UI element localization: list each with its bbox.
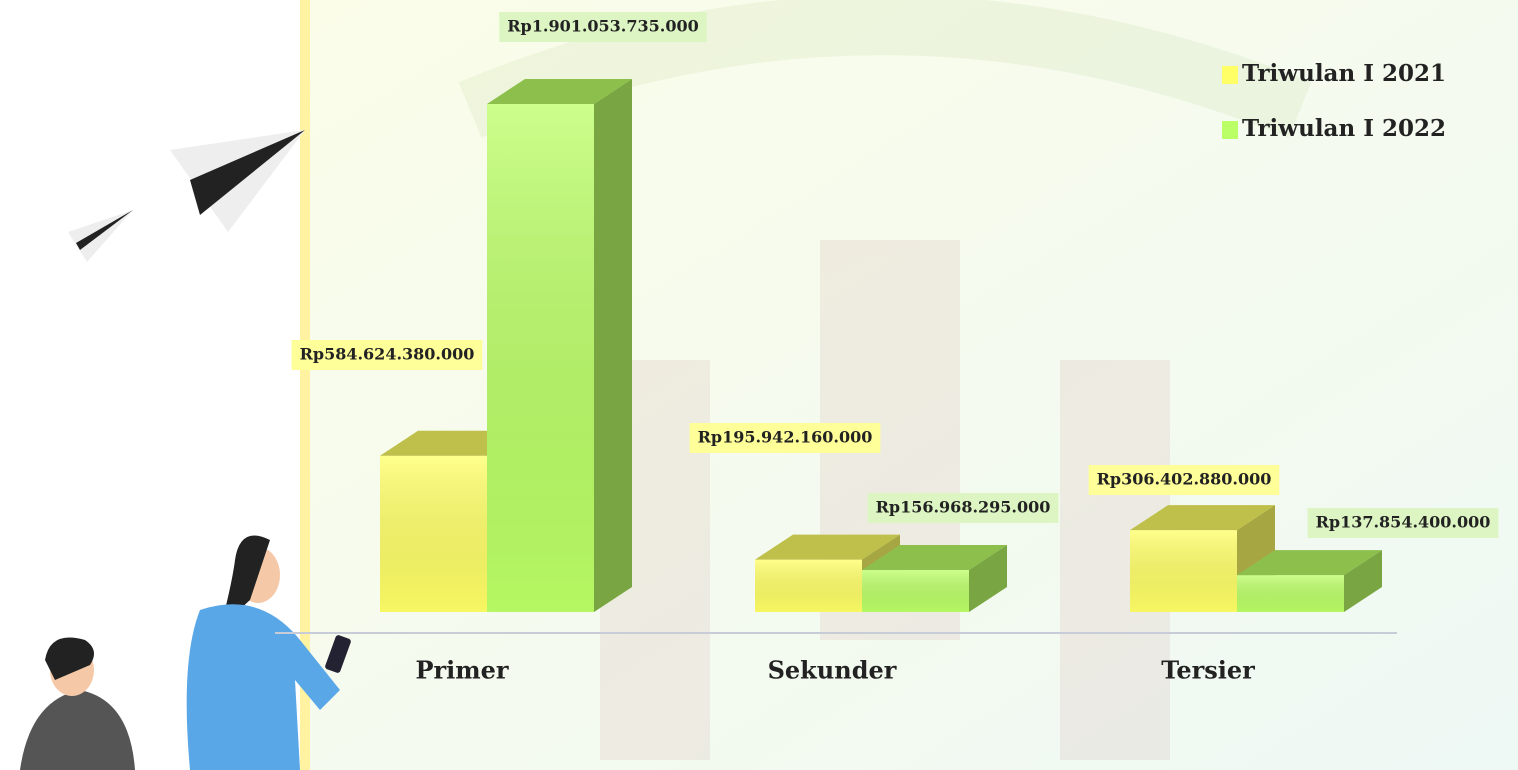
legend-swatch: [1222, 66, 1238, 84]
bar-side: [1344, 550, 1382, 612]
bar-top: [1237, 550, 1382, 576]
bar-top-shade: [1130, 505, 1275, 531]
value-label: Rp584.624.380.000: [300, 345, 475, 364]
x-tick-label: Primer: [415, 656, 508, 685]
bar-side-shade: [1344, 550, 1382, 612]
bar-top: [755, 534, 900, 560]
value-label: Rp156.968.295.000: [876, 498, 1051, 517]
bar-top-shade: [862, 545, 1007, 571]
bar-side: [969, 545, 1007, 612]
bar-front-shade: [380, 455, 487, 612]
bar-top: [862, 545, 1007, 571]
bar-side-shade: [594, 79, 632, 612]
value-label-bg: [1088, 465, 1280, 495]
value-label: Rp1.901.053.735.000: [507, 17, 699, 36]
bar: [862, 545, 1007, 612]
paper-planes: [68, 130, 305, 262]
value-label-bg: [499, 12, 707, 42]
bar-side: [594, 79, 632, 612]
bar-front-shade: [755, 559, 862, 612]
value-label-bg: [291, 340, 483, 370]
x-tick-label: Sekunder: [768, 656, 897, 685]
value-label: Rp137.854.400.000: [1316, 513, 1491, 532]
bar-front-shade: [1237, 575, 1344, 612]
bar-side-shade: [969, 545, 1007, 612]
bar-front-shade: [862, 570, 969, 612]
bar: [1237, 550, 1382, 612]
value-label: Rp306.402.880.000: [1097, 470, 1272, 489]
legend-label: Triwulan I 2021: [1242, 60, 1446, 87]
bar-top-shade: [487, 79, 632, 104]
bar-top: [487, 79, 632, 104]
value-label: Rp195.942.160.000: [698, 428, 873, 447]
bar-top: [1130, 505, 1275, 531]
accent-stripe: [300, 0, 310, 770]
value-label-bg: [1307, 508, 1499, 538]
bar-top-shade: [755, 534, 900, 560]
bar-front-shade: [1130, 530, 1237, 612]
illustration-people: [20, 535, 351, 770]
legend-swatch: [1222, 121, 1238, 139]
bar-front-shade: [487, 104, 594, 612]
value-label-bg: [689, 423, 881, 453]
bar: [1130, 505, 1275, 612]
bar-top-shade: [1237, 550, 1382, 576]
value-label-bg: [867, 493, 1059, 523]
legend-label: Triwulan I 2022: [1242, 115, 1446, 142]
bar: [487, 79, 632, 612]
x-tick-label: Tersier: [1161, 656, 1255, 685]
